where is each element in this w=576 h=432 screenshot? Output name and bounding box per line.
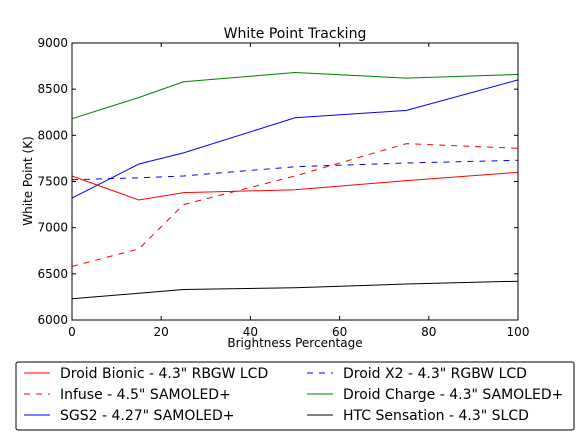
series-line-5 [71, 280, 519, 300]
legend-label-3: Droid Charge - 4.3" SAMOLED+ [343, 387, 563, 403]
legend-label-1: Droid X2 - 4.3" RGBW LCD [343, 366, 527, 382]
x-tick-label: 60 [332, 325, 347, 339]
chart-title: White Point Tracking [224, 26, 367, 42]
legend-label-4: SGS2 - 4.27" SAMOLED+ [60, 408, 235, 424]
x-tick-label: 0 [68, 325, 76, 339]
y-tick-label: 9000 [37, 36, 68, 50]
x-tick-label: 80 [421, 325, 436, 339]
y-axis-label: White Point (K) [21, 136, 35, 226]
x-axis-label: Brightness Percentage [227, 336, 362, 350]
series-layer [71, 71, 519, 300]
y-tick-label: 8000 [37, 128, 68, 142]
y-tick-label: 7000 [37, 221, 68, 235]
legend-frame [15, 361, 575, 431]
y-tick-label: 8500 [37, 82, 68, 96]
series-line-0 [71, 171, 519, 201]
legend: Droid Bionic - 4.3" RBGW LCD Infuse - 4.5… [15, 361, 575, 431]
x-tick-label: 40 [243, 325, 258, 339]
series-line-3 [71, 71, 519, 120]
x-tick-label: 100 [507, 325, 530, 339]
series-line-2 [71, 143, 519, 267]
y-tick-label: 6500 [37, 267, 68, 281]
legend-label-0: Droid Bionic - 4.3" RBGW LCD [60, 366, 268, 382]
ticks-layer: 0 20 40 60 80 100 6000 6500 7000 7500 8000 8500 9000 [37, 36, 529, 339]
legend-label-2: Infuse - 4.5" SAMOLED+ [60, 387, 231, 403]
plot-frame [71, 42, 519, 321]
y-tick-label: 7500 [37, 175, 68, 189]
series-line-1 [71, 159, 519, 181]
legend-label-5: HTC Sensation - 4.3" SLCD [343, 408, 529, 424]
series-line-4 [71, 79, 519, 199]
y-tick-label: 6000 [37, 313, 68, 327]
x-tick-label: 20 [154, 325, 169, 339]
